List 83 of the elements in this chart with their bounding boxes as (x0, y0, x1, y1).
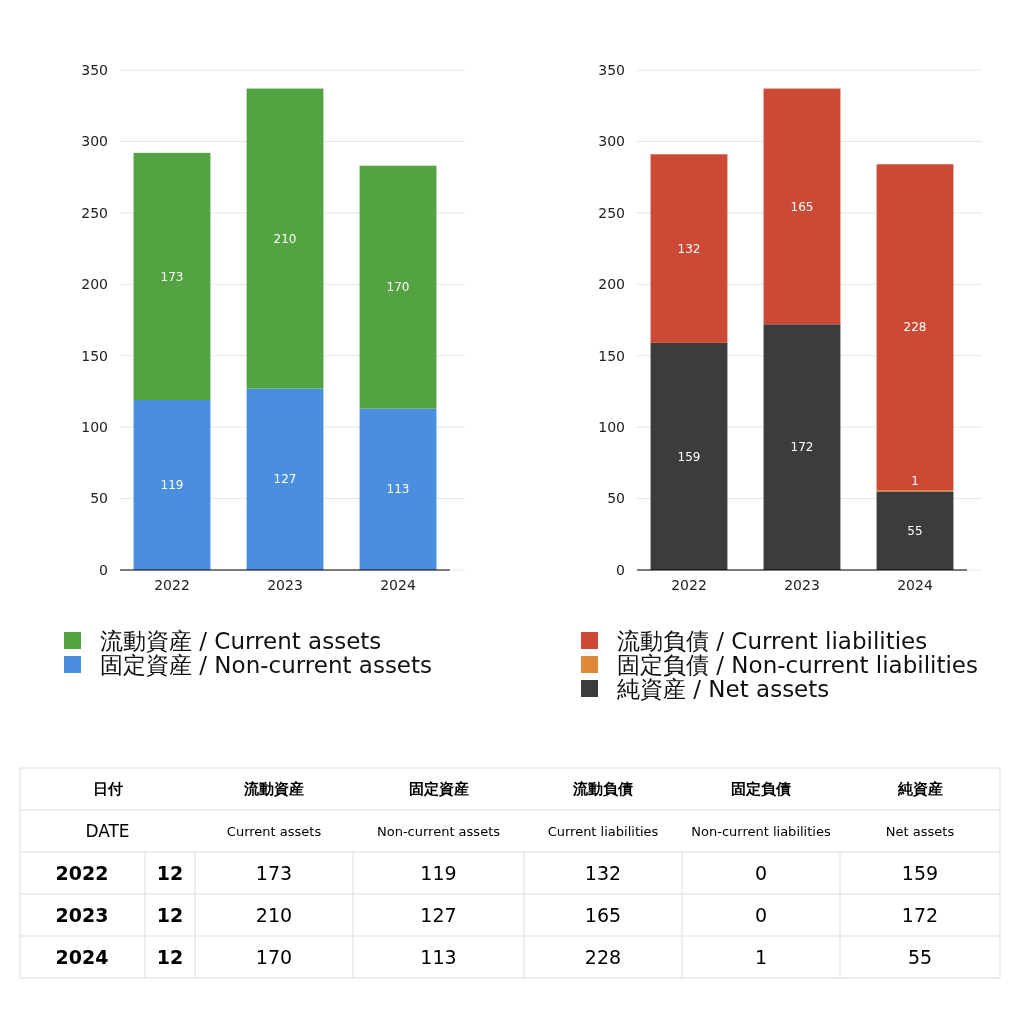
bar (359, 408, 437, 570)
text: 流動資産 (243, 780, 304, 799)
bar (763, 88, 841, 325)
data-label: 1 (911, 474, 919, 489)
y-tick-label: 50 (90, 490, 108, 507)
bar (650, 154, 728, 343)
data-label: 127 (273, 472, 297, 487)
y-tick-label: 300 (598, 133, 625, 150)
x-tick-label: 2024 (897, 577, 933, 593)
data-label: 119 (160, 478, 184, 493)
text: 固定負債 (731, 780, 791, 799)
text: 日付 (92, 780, 123, 799)
bar (246, 388, 324, 570)
bar (650, 342, 728, 570)
data-label: 0 (754, 861, 768, 884)
data-label: 113 (386, 482, 410, 497)
y-tick-label: 200 (81, 276, 108, 293)
category-label: 2022 (55, 861, 109, 884)
data-label: 159 (677, 449, 701, 464)
y-tick-label: 350 (81, 61, 108, 78)
data-label: 173 (160, 269, 184, 284)
x-tick-label: 2022 (671, 577, 707, 593)
y-tick-label: 150 (598, 347, 625, 364)
data-label: 127 (420, 903, 457, 926)
data-label: 1 (754, 945, 768, 968)
x-tick-label: 2022 (154, 577, 190, 593)
bar (133, 152, 211, 400)
y-tick-label: 100 (81, 419, 108, 436)
data-label: 170 (386, 280, 410, 295)
y-tick-label: 100 (598, 419, 625, 436)
data-label: 170 (255, 945, 293, 968)
text: 流動負債 (572, 780, 633, 799)
x-tick-label: 2023 (267, 577, 303, 593)
data-label: 55 (907, 523, 923, 538)
text: 固定資産 (408, 780, 469, 799)
y-tick-label: 150 (81, 347, 108, 364)
bar (876, 164, 954, 490)
bar (359, 165, 437, 409)
y-tick-label: 350 (598, 61, 625, 78)
data-label: 132 (584, 861, 622, 884)
data-label: 119 (420, 861, 457, 884)
text: DATE (85, 820, 130, 841)
y-tick-label: 0 (99, 561, 108, 578)
legend-label: 固定資産 / Non-current assets (100, 652, 433, 679)
data-label: 165 (790, 199, 814, 214)
text: Net assets (885, 823, 955, 839)
category-label: 2024 (55, 945, 109, 968)
text: 純資産 (896, 780, 943, 799)
y-tick-label: 300 (81, 133, 108, 150)
text: Current liabilities (547, 823, 659, 839)
data-label: 172 (901, 903, 939, 926)
y-tick-label: 250 (81, 204, 108, 221)
text: 12 (156, 861, 184, 884)
bar (763, 324, 841, 570)
bar (876, 491, 954, 570)
y-tick-label: 50 (607, 490, 625, 507)
x-tick-label: 2024 (380, 577, 416, 593)
text: Non-current assets (376, 823, 501, 839)
data-label: 165 (584, 903, 622, 926)
y-tick-label: 200 (598, 276, 625, 293)
legend-label: 流動負債 / Current liabilities (617, 628, 928, 655)
data-label: 172 (790, 440, 814, 455)
bar (246, 88, 324, 389)
data-label: 132 (677, 241, 701, 256)
text: 12 (156, 945, 184, 968)
data-label: 55 (907, 945, 933, 968)
y-tick-label: 0 (616, 561, 625, 578)
y-tick-label: 250 (598, 204, 625, 221)
data-label: 210 (255, 903, 293, 926)
x-tick-label: 2023 (784, 577, 820, 593)
category-label: 2023 (55, 903, 109, 926)
text: Non-current liabilities (691, 823, 831, 839)
data-label: 0 (754, 903, 768, 926)
data-label: 228 (903, 320, 927, 335)
data-label: 173 (255, 861, 293, 884)
text: Current assets (226, 823, 322, 839)
data-label: 113 (420, 945, 457, 968)
data-label: 210 (273, 231, 297, 246)
legend-label: 純資産 / Net assets (617, 676, 830, 703)
text: 12 (156, 903, 184, 926)
data-label: 228 (584, 945, 622, 968)
bar (133, 400, 211, 570)
data-label: 159 (901, 861, 939, 884)
